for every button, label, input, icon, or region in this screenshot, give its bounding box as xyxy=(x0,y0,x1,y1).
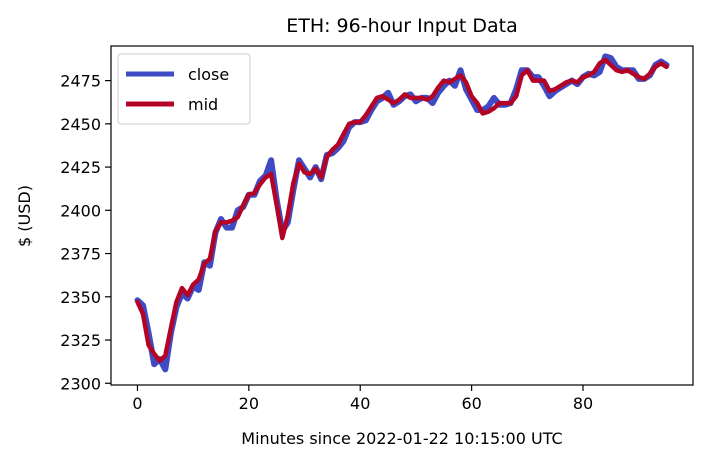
y-tick-label: 2450 xyxy=(60,115,101,134)
legend: close mid xyxy=(117,53,251,125)
y-tick-label: 2300 xyxy=(60,374,101,393)
x-tick-label: 80 xyxy=(573,394,593,413)
legend-label-close: close xyxy=(188,65,229,84)
y-tick-label: 2325 xyxy=(60,331,101,350)
x-tick-label: 0 xyxy=(132,394,142,413)
axes-frame xyxy=(110,45,694,386)
y-tick-label: 2375 xyxy=(60,245,101,264)
y-tick-label: 2400 xyxy=(60,201,101,220)
x-tick-label: 20 xyxy=(239,394,259,413)
series-line-mid xyxy=(135,57,669,364)
y-tick-label: 2475 xyxy=(60,72,101,91)
legend-label-mid: mid xyxy=(188,95,218,114)
x-tick-label: 60 xyxy=(461,394,481,413)
y-axis: 2300 2325 2350 2375 2400 2425 2450 2475 xyxy=(60,72,111,393)
chart-title: ETH: 96-hour Input Data xyxy=(286,15,518,37)
y-tick-label: 2425 xyxy=(60,158,101,177)
y-tick-label: 2350 xyxy=(60,288,101,307)
x-axis: 0 20 40 60 80 xyxy=(132,385,593,413)
x-tick-label: 40 xyxy=(350,394,370,413)
legend-box xyxy=(117,53,251,125)
plot-area xyxy=(134,53,670,373)
y-axis-label: $ (USD) xyxy=(15,185,34,247)
x-axis-label: Minutes since 2022-01-22 10:15:00 UTC xyxy=(241,429,562,448)
